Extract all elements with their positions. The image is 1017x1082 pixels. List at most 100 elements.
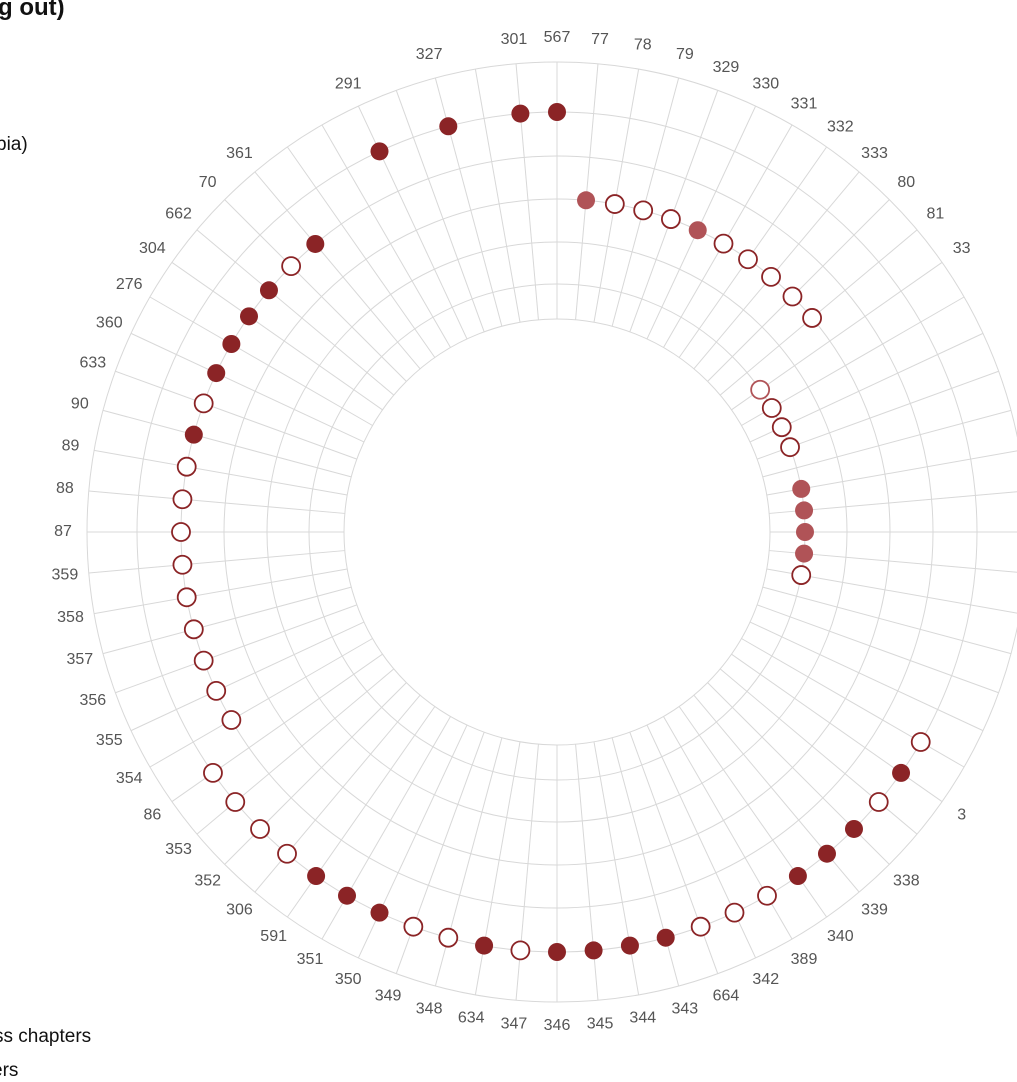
legend-fragment-top: bia) xyxy=(0,134,28,155)
data-point xyxy=(791,565,812,585)
grid-ring xyxy=(343,318,771,746)
data-point xyxy=(844,819,863,838)
grid-spoke xyxy=(357,105,468,340)
data-point xyxy=(782,286,803,307)
data-point xyxy=(172,554,193,575)
data-point xyxy=(370,903,389,922)
grid-spoke xyxy=(171,262,383,411)
data-point xyxy=(183,619,204,640)
tick-label: 347 xyxy=(501,1015,528,1032)
grid-spoke xyxy=(474,69,521,323)
tick-label: 360 xyxy=(96,314,123,331)
data-point xyxy=(510,940,531,961)
tick-label: 343 xyxy=(672,1000,699,1017)
grid-spoke xyxy=(254,171,421,370)
tick-label: 81 xyxy=(927,206,945,223)
tick-label: 332 xyxy=(827,119,854,136)
grid-spoke xyxy=(756,604,999,694)
grid-spoke xyxy=(515,63,539,320)
data-point xyxy=(796,523,814,541)
data-point xyxy=(688,221,707,240)
data-point xyxy=(176,587,197,608)
data-point xyxy=(868,792,889,812)
grid-spoke xyxy=(287,706,436,918)
tick-label: 353 xyxy=(165,841,192,858)
tick-label: 78 xyxy=(634,37,652,54)
tick-label: 301 xyxy=(501,31,528,48)
grid-spoke xyxy=(196,229,395,396)
grid-spoke xyxy=(196,668,395,835)
grid-spoke xyxy=(171,653,383,802)
grid-spoke xyxy=(678,706,827,918)
tick-label: 330 xyxy=(752,76,779,93)
data-point xyxy=(475,936,494,955)
data-point xyxy=(548,943,566,961)
data-point xyxy=(511,104,530,123)
grid-spoke xyxy=(731,653,943,802)
data-point xyxy=(577,191,596,210)
data-point xyxy=(193,393,214,414)
data-point xyxy=(795,501,814,520)
data-point xyxy=(738,249,758,270)
tick-label: 304 xyxy=(139,240,166,257)
grid-spoke xyxy=(575,744,599,1001)
data-point xyxy=(620,936,639,955)
grid-spoke xyxy=(88,490,345,514)
data-point xyxy=(306,234,325,253)
tick-label: 348 xyxy=(416,1000,443,1017)
data-point xyxy=(176,456,197,477)
data-point xyxy=(788,867,807,886)
tick-label: 357 xyxy=(66,651,93,668)
tick-label: 346 xyxy=(544,1017,571,1034)
tick-label: 70 xyxy=(199,174,217,191)
data-point xyxy=(817,844,836,863)
data-point xyxy=(172,489,193,510)
legend-fragment-bottom-1: ss chapters xyxy=(0,1026,92,1047)
tick-label: 354 xyxy=(116,770,143,787)
tick-label: 306 xyxy=(226,902,253,919)
data-point xyxy=(281,256,302,277)
grid-spoke xyxy=(94,568,348,615)
grid-spoke xyxy=(94,449,348,496)
data-point xyxy=(370,142,389,161)
grid-spoke xyxy=(130,332,365,443)
tick-label: 351 xyxy=(297,951,324,968)
grid-spoke xyxy=(254,694,421,893)
tick-label: 664 xyxy=(713,987,740,1004)
grid-spoke xyxy=(707,682,890,865)
tick-label: 339 xyxy=(861,902,888,919)
grid-spoke xyxy=(741,638,965,768)
tick-label: 340 xyxy=(827,928,854,945)
data-point xyxy=(277,843,297,864)
tick-label: 349 xyxy=(375,987,402,1004)
tick-label: 634 xyxy=(458,1010,485,1027)
tick-label: 327 xyxy=(416,46,443,63)
data-point xyxy=(259,281,278,300)
tick-label: 276 xyxy=(116,276,143,293)
data-point xyxy=(795,544,814,563)
tick-label: 338 xyxy=(893,873,920,890)
tick-label: 355 xyxy=(96,732,123,749)
data-point xyxy=(761,267,781,287)
grid-spoke xyxy=(130,621,365,732)
grid-spoke xyxy=(102,586,352,655)
grid-spoke xyxy=(515,744,539,1001)
legend-fragment-bottom-2: ers xyxy=(0,1060,19,1081)
grid-spoke xyxy=(224,682,407,865)
data-point xyxy=(206,681,227,701)
grid-spoke xyxy=(115,604,358,694)
data-point xyxy=(221,710,242,730)
data-point xyxy=(307,867,326,886)
data-point xyxy=(910,732,931,752)
data-point xyxy=(892,763,911,782)
tick-label: 633 xyxy=(79,354,106,371)
data-point xyxy=(724,902,745,923)
tick-label: 345 xyxy=(587,1015,614,1032)
data-point xyxy=(780,437,800,458)
grid-spoke xyxy=(88,550,345,574)
tick-label: 344 xyxy=(629,1010,656,1027)
data-point xyxy=(439,117,458,136)
data-point xyxy=(207,364,226,383)
tick-label: 342 xyxy=(752,971,779,988)
tick-labels: 567 77 78793293303313323338081333338339340… xyxy=(52,29,971,1034)
